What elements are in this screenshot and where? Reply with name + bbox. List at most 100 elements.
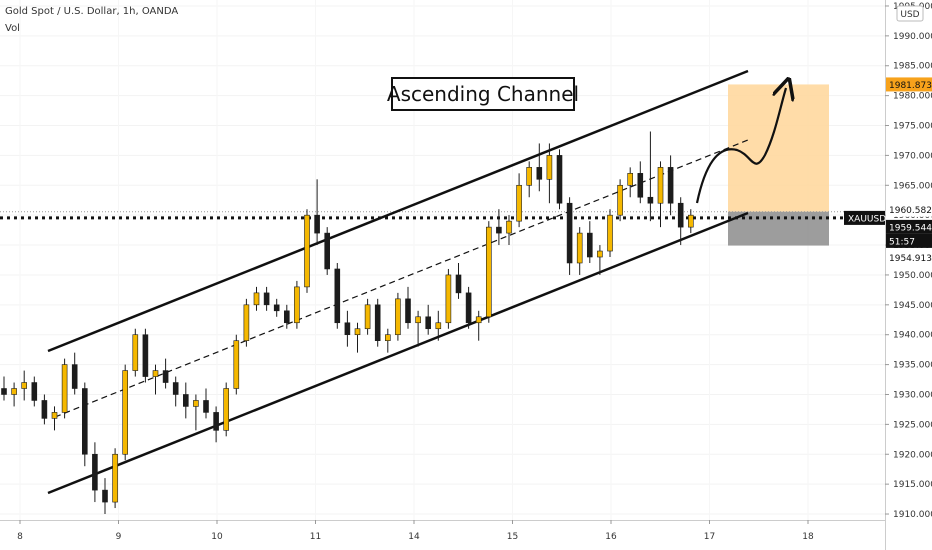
candle[interactable] — [677, 197, 684, 246]
candle-body — [405, 298, 411, 324]
candle-body — [395, 298, 401, 336]
symbol-tag-bg — [844, 210, 885, 225]
candle[interactable] — [445, 268, 452, 329]
ascending-channel — [47, 69, 749, 495]
candle-body — [435, 322, 442, 330]
candle[interactable] — [61, 358, 68, 419]
candle[interactable] — [687, 209, 694, 234]
candle[interactable] — [122, 364, 128, 461]
candle[interactable] — [41, 394, 48, 425]
grid-lines — [0, 5, 885, 515]
candle[interactable] — [152, 364, 159, 395]
candle[interactable] — [536, 143, 543, 192]
currency-button[interactable]: USD — [896, 5, 924, 22]
candle[interactable] — [496, 209, 502, 246]
price-tick-label: 1975.000 — [893, 122, 932, 132]
candle[interactable] — [354, 322, 361, 353]
candle[interactable] — [667, 155, 674, 216]
candle[interactable] — [253, 286, 260, 311]
candle[interactable] — [405, 286, 411, 329]
candle[interactable] — [51, 406, 58, 431]
candle[interactable] — [566, 197, 573, 275]
candle[interactable] — [283, 304, 290, 329]
candle[interactable] — [263, 286, 270, 311]
symbol-legend[interactable]: Gold Spot / U.S. Dollar, 1h, OANDA — [5, 6, 178, 17]
ascending-channel-label[interactable]: Ascending Channel — [387, 77, 579, 111]
candle[interactable] — [374, 298, 381, 347]
candle[interactable] — [485, 221, 492, 323]
candle[interactable] — [395, 292, 401, 341]
candle[interactable] — [576, 227, 583, 275]
candle[interactable] — [526, 161, 533, 198]
price-tick-label: 1945.000 — [893, 301, 932, 311]
candle[interactable] — [243, 298, 250, 347]
time-tick-label: 9 — [116, 532, 122, 542]
candle[interactable] — [475, 310, 482, 341]
candle[interactable] — [102, 478, 108, 515]
candle-body — [253, 292, 260, 306]
candle[interactable] — [657, 161, 664, 228]
candle[interactable] — [607, 209, 613, 258]
candle[interactable] — [586, 221, 593, 263]
time-tick-label: 14 — [408, 532, 420, 542]
time-axis[interactable]: 8 9 10 11 14 15 16 17 18 — [17, 520, 814, 542]
candle[interactable] — [415, 310, 421, 347]
candle[interactable] — [162, 358, 169, 389]
candle[interactable] — [203, 388, 209, 419]
candle[interactable] — [11, 382, 17, 407]
candle[interactable] — [21, 370, 28, 401]
candle[interactable] — [425, 304, 432, 335]
candle[interactable] — [132, 328, 139, 377]
candle[interactable] — [183, 382, 189, 419]
candle[interactable] — [223, 382, 229, 437]
volume-legend[interactable]: Vol — [5, 23, 20, 34]
candle[interactable] — [384, 328, 391, 353]
candle[interactable] — [617, 179, 623, 222]
candle[interactable] — [465, 286, 472, 329]
drawing-annotations: Ascending Channel — [387, 77, 786, 204]
candle[interactable] — [31, 376, 38, 407]
candle-body — [597, 250, 603, 258]
candle[interactable] — [172, 376, 179, 407]
candle-body — [102, 489, 108, 503]
candle[interactable] — [334, 262, 341, 329]
candle[interactable] — [627, 167, 634, 198]
candle[interactable] — [213, 406, 219, 443]
candle[interactable] — [647, 131, 654, 222]
candle[interactable] — [82, 382, 88, 467]
candle[interactable] — [142, 328, 149, 383]
candle[interactable] — [344, 310, 351, 347]
candle-body — [283, 310, 290, 324]
candle[interactable] — [364, 298, 371, 335]
candle[interactable] — [193, 394, 199, 431]
candle[interactable] — [597, 245, 603, 275]
candle-body — [536, 167, 543, 180]
candle[interactable] — [233, 334, 240, 395]
upper-zone-price-tag: 1960.582 — [886, 202, 932, 217]
candle[interactable] — [1, 376, 7, 401]
upper-zone-price-tag-text: 1960.582 — [889, 206, 932, 216]
candle[interactable] — [637, 161, 644, 204]
countdown-tag-text: 51:57 — [889, 237, 915, 247]
candle[interactable] — [546, 143, 553, 204]
candle[interactable] — [556, 149, 563, 210]
candle[interactable] — [324, 227, 331, 275]
candle[interactable] — [314, 179, 320, 246]
candle-body — [576, 232, 583, 264]
candle[interactable] — [92, 442, 98, 503]
candle[interactable] — [506, 215, 512, 246]
candle[interactable] — [435, 310, 442, 341]
candle[interactable] — [304, 209, 310, 293]
candle[interactable] — [455, 262, 462, 299]
candle[interactable] — [71, 352, 78, 395]
candle[interactable] — [112, 448, 118, 509]
current-price-tag: 1959.544 — [886, 219, 932, 234]
candle-body — [374, 304, 381, 341]
position-zones — [0, 84, 885, 246]
candle-body — [223, 388, 229, 431]
candle[interactable] — [516, 173, 522, 228]
candle[interactable] — [294, 280, 300, 329]
candle[interactable] — [273, 298, 280, 317]
